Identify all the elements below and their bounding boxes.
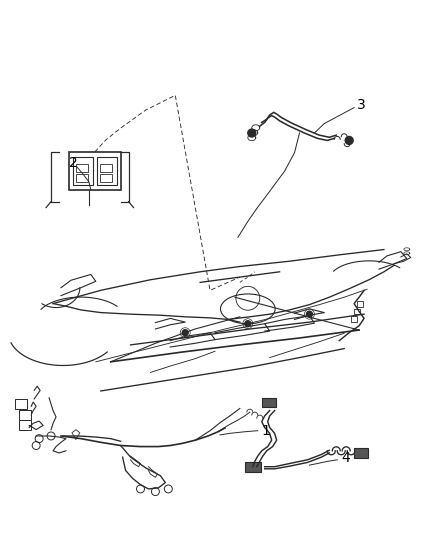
- Circle shape: [182, 330, 188, 336]
- Bar: [100, 164, 112, 172]
- Bar: [19, 421, 31, 430]
- Bar: [76, 174, 88, 182]
- Circle shape: [307, 311, 312, 317]
- Bar: [100, 174, 112, 182]
- Text: 1: 1: [262, 424, 271, 438]
- Bar: [245, 462, 261, 472]
- Bar: [97, 157, 117, 185]
- Bar: [351, 317, 357, 322]
- Bar: [262, 398, 276, 407]
- Circle shape: [245, 321, 251, 327]
- Bar: [15, 399, 27, 409]
- Bar: [354, 448, 368, 458]
- Circle shape: [248, 129, 256, 137]
- Text: 4: 4: [341, 451, 350, 465]
- Bar: [73, 157, 93, 185]
- Text: 2: 2: [69, 156, 78, 170]
- Bar: [354, 309, 360, 314]
- Text: 3: 3: [357, 98, 366, 112]
- Bar: [69, 152, 120, 190]
- Bar: [357, 301, 363, 306]
- Bar: [76, 164, 88, 172]
- Circle shape: [345, 136, 353, 144]
- Bar: [19, 410, 31, 420]
